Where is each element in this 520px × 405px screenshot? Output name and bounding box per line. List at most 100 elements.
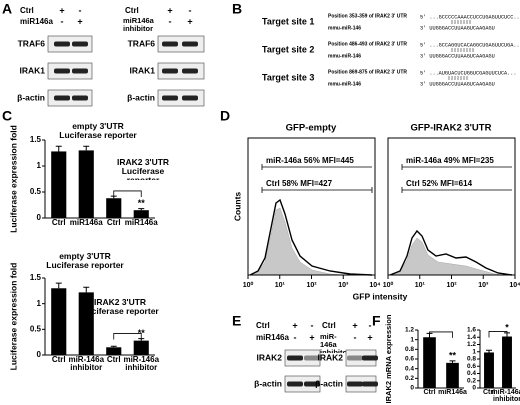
pairing-marks [448, 20, 474, 80]
sign: - [354, 332, 357, 342]
site-name: Target site 3 [262, 72, 314, 82]
band [72, 41, 88, 47]
bar [423, 337, 436, 388]
panel-letter: F [372, 313, 381, 329]
site-target: 5' ...GCCAGGUCACAGGCUGAGUUCUGA... [420, 42, 520, 48]
band [347, 355, 363, 361]
band [182, 41, 198, 47]
band [72, 68, 88, 74]
annotation: IRAK2 3'UTR Luciferase reporter [81, 298, 159, 316]
bar [446, 362, 459, 388]
y-tick-label: 1 [37, 161, 42, 170]
row-label: miR146a inhibitor [123, 17, 154, 33]
sign: - [369, 320, 372, 330]
y-axis-label: Luciferase expression fold [8, 125, 18, 233]
y-tick-label: 1.5 [30, 135, 42, 144]
x-tick-label: 10⁰ [243, 281, 254, 289]
sign: + [187, 16, 192, 26]
sign: - [61, 16, 64, 26]
row-label: miR146a [20, 17, 53, 26]
sign: + [309, 332, 314, 342]
bar [106, 347, 122, 355]
x-tick-label-box: Ctrl [482, 389, 496, 396]
row-label: Ctrl [125, 6, 139, 15]
y-tick-label: 0.2 [467, 377, 476, 384]
site-name: Target site 1 [262, 16, 314, 26]
x-tick-label: 10¹ [415, 282, 426, 289]
row-label: Ctrl [20, 6, 34, 15]
bar [106, 198, 122, 218]
row-label: miR146a [256, 333, 289, 342]
mirna-name: mmu-miR-146 [328, 53, 361, 59]
x-tick-label: 10³ [338, 282, 349, 289]
band [287, 381, 303, 387]
x-tick-label-box: miR146a [124, 219, 158, 227]
y-tick-label: 0.8 [405, 346, 414, 353]
band-label: TRAF6 [18, 38, 46, 48]
x-tick-label: miR146a [124, 219, 158, 227]
ctrl-histogram [249, 207, 346, 276]
mirna-seq: 3' UUGGGACCUUAAGUCAAGAGU [420, 81, 495, 87]
x-tick-label: 10³ [478, 282, 489, 289]
x-tick-label: 10⁴ [509, 282, 520, 289]
histogram-title: GFP-IRAK2 3'UTR [411, 123, 492, 134]
bar [133, 340, 149, 355]
legend-label: Ctrl 52% MFI=614 [406, 179, 473, 188]
annotation-box: IRAK2 3'UTR Luciferase reporter [81, 298, 159, 316]
significance: ** [138, 198, 146, 208]
x-tick-label: miR146a [438, 389, 467, 396]
x-tick-label: miR-146a inhibitor [68, 356, 105, 373]
site-position: Position 353-359 of IRAK2 3' UTR [328, 13, 407, 19]
band-label: β-actin [127, 92, 155, 102]
y-tick-label: 1 [410, 336, 414, 343]
panel-letter: E [232, 313, 241, 329]
sign: + [352, 320, 357, 330]
sign: + [59, 5, 64, 15]
mir-histogram [249, 198, 373, 276]
sign: + [292, 320, 297, 330]
annotation: IRAK2 3'UTR Luciferase reporter [116, 158, 170, 180]
sign: - [311, 320, 314, 330]
x-tick-label: Ctrl [106, 219, 121, 227]
legend-label: miR-146a 56% MFI=445 [266, 156, 354, 165]
band-label: β-actin [17, 92, 45, 102]
y-axis-label: Luciferase expression fold [8, 263, 18, 371]
x-tick-label: Ctrl [482, 389, 496, 396]
band [182, 68, 198, 74]
y-tick-label: 1.4 [467, 334, 476, 341]
band [347, 381, 363, 387]
blot [157, 35, 205, 53]
error-bar [55, 145, 62, 152]
x-tick-label: miR146a [69, 219, 103, 227]
x-tick-label: 10² [306, 282, 317, 289]
annotation-box: IRAK2 3'UTR Luciferase reporter [116, 158, 170, 180]
y-axis-label: Counts [232, 192, 242, 222]
y-tick-label: 0 [472, 385, 476, 392]
significance-bracket [488, 331, 508, 338]
x-tick-label: 10¹ [275, 282, 286, 289]
x-tick-label-box: Ctrl [51, 219, 66, 227]
significance: * [505, 322, 509, 332]
band [54, 95, 70, 101]
significance: ** [449, 350, 457, 360]
mirna-name: mmu-miR-146 [328, 81, 361, 87]
band-label: IRAK2 [256, 352, 282, 362]
band [362, 381, 378, 387]
x-tick-label: Ctrl [51, 219, 66, 227]
blot [157, 62, 205, 80]
annotation-box: empty 3'UTR Luciferase reporter [46, 252, 123, 269]
row-label-box: miR146a inhibitor [123, 17, 154, 33]
y-tick-label: 0 [410, 385, 414, 392]
band-label: β-actin [254, 378, 282, 388]
x-tick-label: Ctrl [106, 356, 121, 364]
x-tick-label-box: Ctrl [106, 219, 121, 227]
y-tick-label: 1 [37, 299, 42, 308]
x-axis-label: GFP intensity [353, 291, 408, 301]
x-tick-label-box: Ctrl [52, 356, 66, 364]
band [72, 95, 88, 101]
x-tick-label-box: miR-146a inhibitor [491, 389, 520, 403]
error-bar [110, 345, 117, 348]
bar [51, 151, 67, 218]
x-tick-label: miR-146a inhibitor [123, 356, 160, 373]
